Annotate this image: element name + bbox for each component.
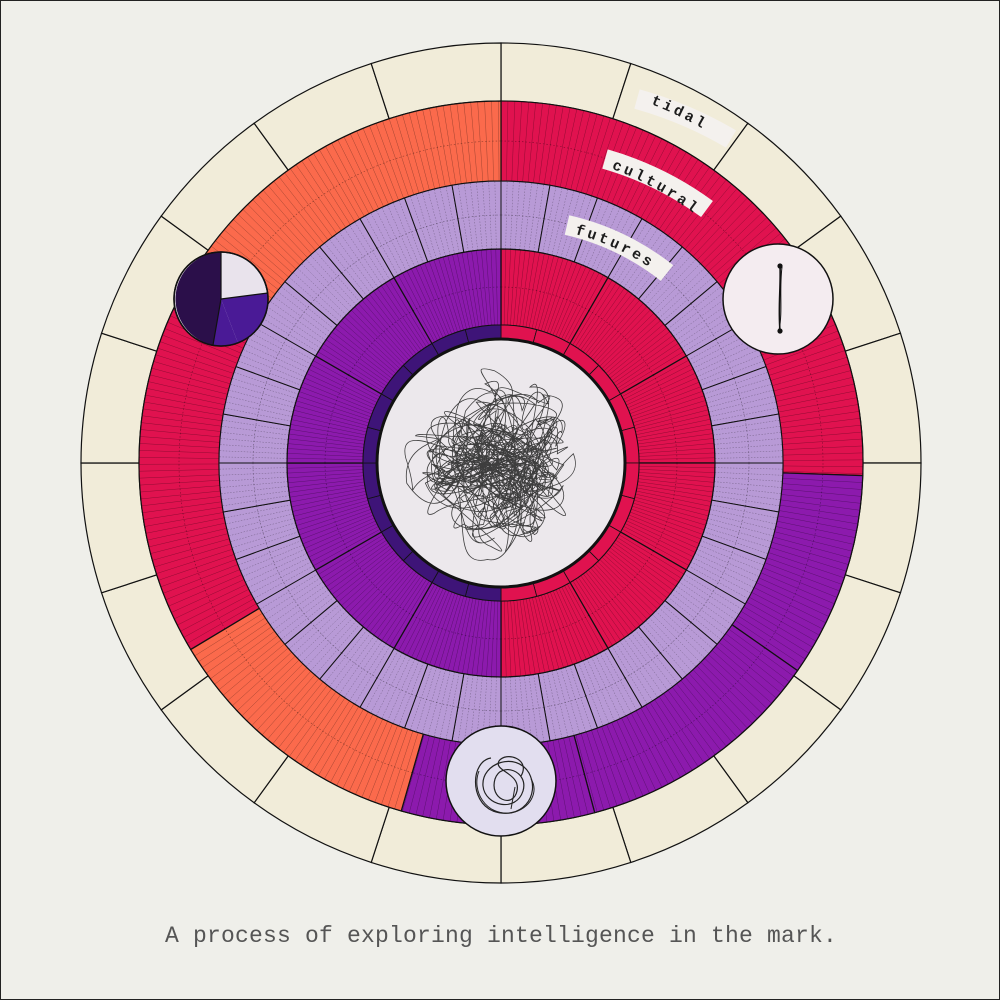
center-disc: [377, 339, 625, 587]
caption-text: A process of exploring intelligence in t…: [1, 923, 1000, 949]
scribble-marker-icon: [446, 726, 556, 836]
pie-marker-icon: [174, 252, 268, 346]
line-marker-icon: [723, 244, 833, 354]
